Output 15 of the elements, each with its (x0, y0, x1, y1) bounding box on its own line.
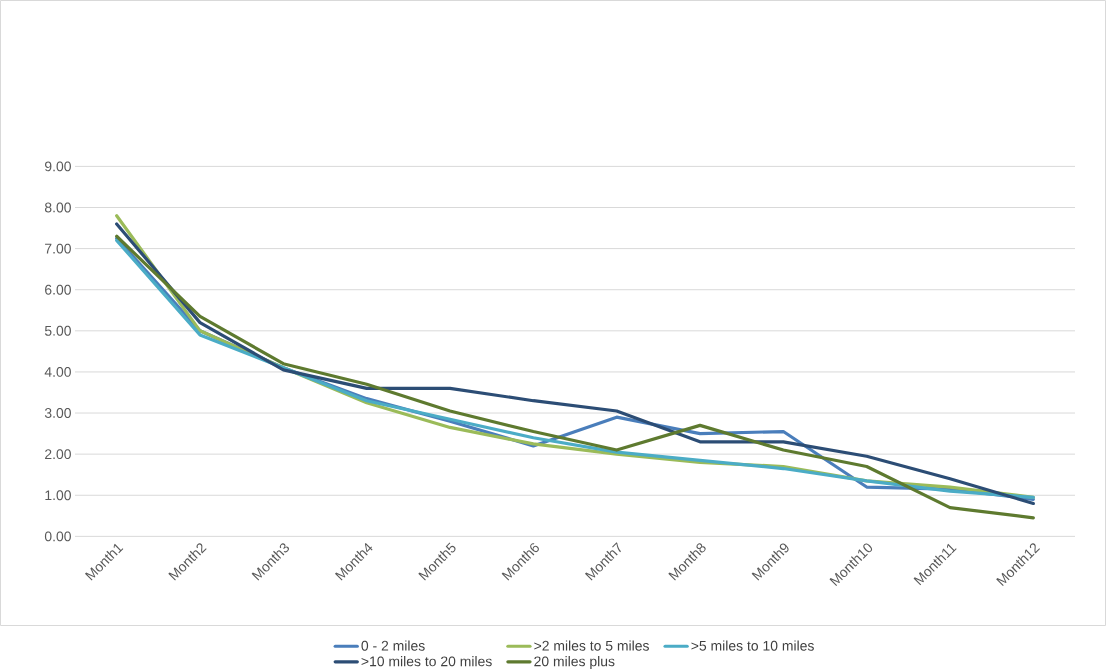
legend-label: >10 miles to 20 miles (361, 656, 492, 667)
y-tick-label: 0.00 (44, 531, 71, 542)
y-tick-label: 7.00 (45, 243, 71, 254)
y-tick-label: 2.00 (45, 449, 71, 460)
legend-label: >2 miles to 5 miles (534, 640, 649, 651)
legend-label: 0 - 2 miles (361, 640, 425, 651)
y-tick-label: 5.00 (44, 326, 71, 336)
y-tick-label: 8.00 (44, 202, 71, 213)
y-tick-label: 1.00 (45, 490, 71, 501)
legend-label: 20 miles plus (534, 656, 615, 670)
legend-label: >5 miles to 10 miles (691, 640, 814, 651)
y-tick-label: 3.00 (44, 408, 71, 419)
y-tick-label: 9.00 (45, 161, 71, 172)
y-tick-label: 4.00 (44, 367, 71, 378)
y-tick-label: 6.00 (45, 284, 71, 295)
